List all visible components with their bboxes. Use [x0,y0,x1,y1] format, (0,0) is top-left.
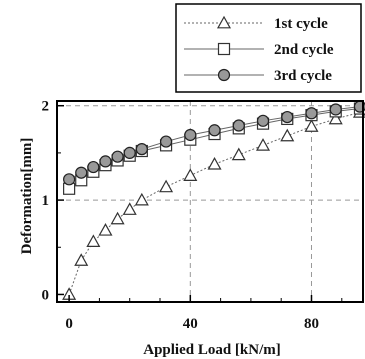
legend-marker [217,68,231,82]
legend-box [175,3,362,93]
x-tick-label: 80 [304,316,319,332]
data-point [86,234,101,248]
data-point [231,147,246,161]
series-2 [63,102,365,195]
data-point [208,124,221,137]
data-point [183,168,198,181]
y-tick-label: 0 [42,287,50,303]
data-point [328,111,343,125]
data-point [159,179,174,193]
data-point [304,119,319,132]
data-point [99,155,112,168]
tick-labels: 0 40 80 0 1 2 [42,99,319,332]
legend: 1st cycle 2nd cycle 3rd cycle [175,3,362,93]
legend-label: 3rd cycle [274,68,332,84]
data-point [184,128,197,142]
legend-label: 2nd cycle [274,42,334,58]
data-point [232,119,245,132]
x-tick-label: 40 [183,316,198,332]
data-point [207,156,222,170]
data-point [75,166,88,179]
data-point [329,103,342,116]
data-point [87,160,100,174]
y-axis-label: Deformation[mm] [19,138,35,255]
series-1 [62,105,365,300]
series-line [68,106,361,180]
x-tick-label: 0 [65,316,73,332]
data-point [256,114,270,127]
legend-marker [216,15,232,29]
series-layer [62,100,365,300]
data-point [305,107,318,120]
data-point [111,150,124,163]
data-point [74,253,89,266]
y-tick-label: 2 [42,99,50,115]
data-point [122,202,137,215]
plot-frame [56,100,364,303]
series-3 [63,100,365,186]
data-point [110,211,125,225]
data-point [98,223,113,236]
data-point [280,128,295,142]
x-axis-label: Applied Load [kN/m] [143,342,281,358]
tick-marks [57,104,343,302]
data-point [256,138,271,151]
grid-lines [57,101,363,302]
y-tick-label: 1 [42,193,50,209]
data-point [63,173,76,186]
data-point [134,192,149,206]
legend-marker [217,42,231,56]
data-point [281,110,294,124]
data-point [123,146,136,160]
legend-label: 1st cycle [274,16,328,32]
data-point [159,135,173,148]
data-point [135,143,148,156]
